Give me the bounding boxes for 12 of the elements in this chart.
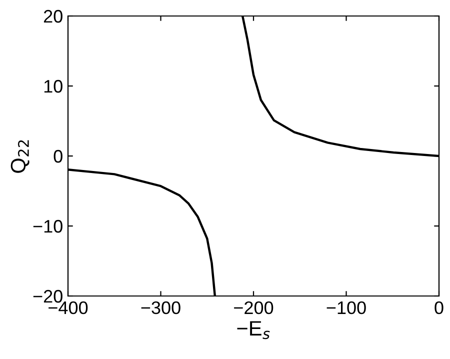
y-tick-label: −20 (33, 290, 62, 303)
x-tick-label: −100 (326, 301, 366, 314)
x-tick-label: −200 (234, 301, 274, 314)
y-axis-title: Q$_{22}$ (10, 140, 30, 173)
x-tick-label: −300 (141, 301, 180, 314)
x-axis-title: −E$_{s}$ (237, 321, 270, 340)
y-tick-label: 0 (54, 150, 62, 163)
x-tick-label: 0 (434, 301, 444, 314)
x-tick-label: −400 (48, 301, 88, 314)
y-tick-label: −10 (33, 220, 62, 233)
y-tick-label: 20 (44, 10, 62, 23)
y-tick-label: 10 (44, 80, 62, 93)
